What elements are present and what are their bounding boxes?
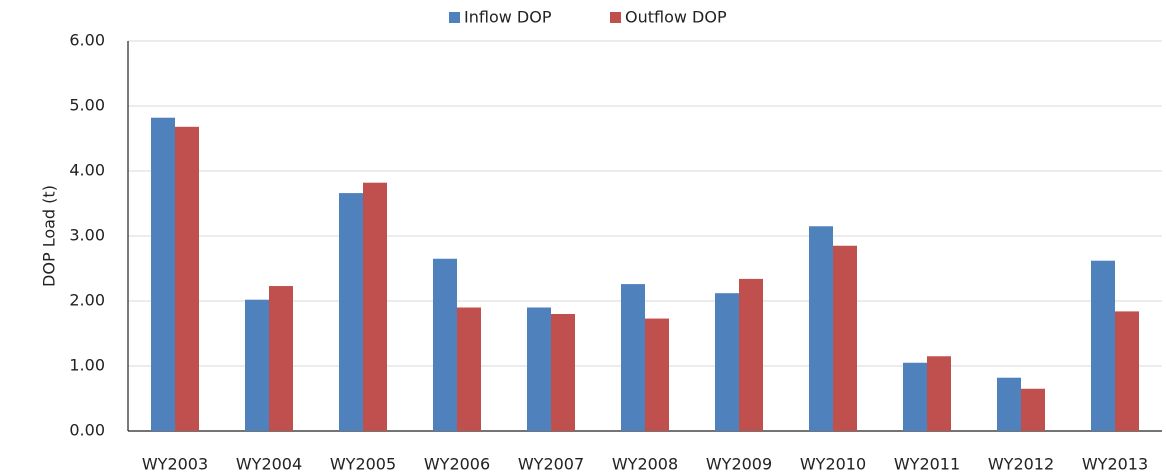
- y-tick-label: 1.00: [69, 356, 105, 375]
- x-tick-label: WY2012: [988, 455, 1054, 474]
- y-tick-label: 2.00: [69, 291, 105, 310]
- x-tick-label: WY2009: [706, 455, 772, 474]
- bar: [645, 318, 669, 431]
- bar: [715, 293, 739, 431]
- bar: [433, 258, 457, 431]
- legend-swatch: [610, 12, 621, 23]
- bar: [551, 314, 575, 431]
- bar: [151, 117, 175, 431]
- legend-label: Inflow DOP: [464, 8, 552, 27]
- x-tick-label: WY2013: [1082, 455, 1148, 474]
- bar: [1115, 311, 1139, 431]
- bar: [339, 193, 363, 431]
- bar: [457, 307, 481, 431]
- bar: [175, 126, 199, 432]
- bar: [527, 307, 551, 431]
- y-tick-label: 3.00: [69, 226, 105, 245]
- bar: [621, 284, 645, 431]
- x-tick-label: WY2007: [518, 455, 584, 474]
- bar: [833, 245, 857, 431]
- bar: [363, 182, 387, 431]
- bar: [809, 226, 833, 431]
- bar: [245, 299, 269, 431]
- bar: [903, 362, 927, 431]
- legend-swatch: [449, 12, 460, 23]
- bar: [1091, 260, 1115, 431]
- bar: [739, 278, 763, 431]
- y-tick-label: 0.00: [69, 421, 105, 440]
- legend-label: Outflow DOP: [625, 8, 727, 27]
- x-tick-label: WY2011: [894, 455, 960, 474]
- x-tick-label: WY2006: [424, 455, 490, 474]
- bar: [269, 286, 293, 431]
- x-tick-label: WY2003: [142, 455, 208, 474]
- y-axis-label: DOP Load (t): [40, 185, 59, 287]
- bar: [1021, 388, 1045, 431]
- y-tick-label: 5.00: [69, 96, 105, 115]
- bar: [997, 377, 1021, 431]
- x-tick-label: WY2008: [612, 455, 678, 474]
- x-tick-label: WY2005: [330, 455, 396, 474]
- x-tick-label: WY2010: [800, 455, 866, 474]
- y-tick-label: 4.00: [69, 161, 105, 180]
- bar: [927, 356, 951, 431]
- y-tick-label: 6.00: [69, 31, 105, 50]
- x-tick-label: WY2004: [236, 455, 302, 474]
